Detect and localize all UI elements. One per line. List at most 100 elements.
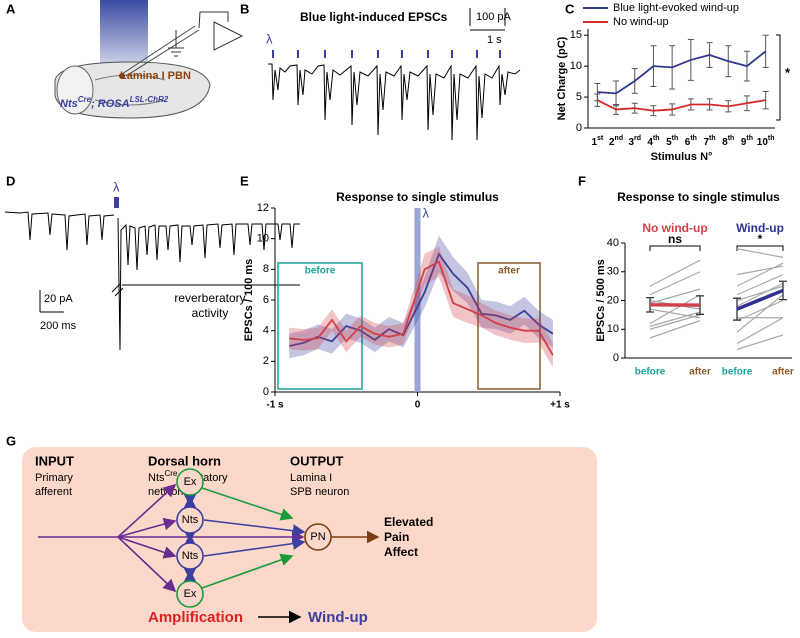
subject-line (649, 271, 701, 296)
y-tick-label: 2 (263, 355, 269, 367)
group-label: No wind-up (642, 221, 707, 235)
genotype-part: ; ROSA (91, 98, 130, 110)
category-suffix: th (746, 135, 753, 142)
subject-line (736, 248, 784, 258)
y-tick-label: 0 (576, 122, 582, 134)
x-tick-label: -1 s (266, 400, 284, 411)
x-tick-label: 7th (703, 135, 715, 148)
category-number: 9 (741, 137, 747, 148)
x-tick-label: after (689, 367, 711, 378)
x-tick-label: 6th (685, 135, 697, 148)
y-tick-label: 20 (607, 294, 619, 306)
column-title: INPUT (35, 453, 74, 468)
category-number: 6 (685, 137, 691, 148)
text-sup: Cre (165, 469, 178, 478)
y-tick-label: 8 (263, 263, 269, 275)
effect-label: Affect (384, 545, 418, 559)
category-number: 10 (757, 137, 769, 148)
category-suffix: st (597, 135, 604, 142)
panel-letter: A (6, 1, 16, 16)
y-tick-label: 15 (570, 29, 582, 41)
node-label: Ex (184, 588, 197, 600)
y-tick-label: 10 (570, 60, 582, 72)
error-band (289, 246, 553, 368)
genotype-sup: Cre (78, 95, 92, 104)
region-label: Lamina I PBN (120, 70, 191, 82)
node-label: Nts (182, 550, 199, 562)
current-trace (117, 217, 300, 351)
panel-letter: G (6, 433, 16, 448)
x-tick-label: 2nd (609, 135, 623, 148)
scale-label: 20 pA (44, 293, 73, 305)
x-tick-label: 4th (647, 135, 659, 148)
x-tick-label: 10th (757, 135, 775, 148)
column-title: Dorsal horn (148, 453, 221, 468)
subject-line (649, 294, 701, 325)
column-text: Primary (35, 472, 73, 484)
trace-title: Blue light-induced EPSCs (300, 10, 448, 24)
activity-label: reverberatory (174, 291, 245, 305)
column-text: Lamina I (290, 472, 332, 484)
stimulus-ticks (272, 50, 501, 58)
x-tick-label: +1 s (550, 400, 570, 411)
x-tick-label: after (772, 367, 794, 378)
significance-bracket (736, 245, 784, 251)
scale-label: 100 pA (476, 11, 512, 23)
subject-line (649, 311, 701, 327)
window-label: after (498, 266, 520, 277)
category-suffix: th (768, 135, 775, 142)
subject-line (649, 288, 701, 304)
column-title: OUTPUT (290, 453, 344, 468)
legend-label: No wind-up (613, 16, 669, 28)
effect-label: Pain (384, 530, 409, 544)
arrows (38, 483, 380, 624)
node-label: Nts (182, 514, 199, 526)
y-tick-label: 12 (257, 202, 269, 214)
stimulus-label: λ (113, 179, 120, 194)
y-tick-label: 0 (613, 352, 619, 364)
stimulus-bar (114, 197, 119, 208)
y-tick-label: 40 (607, 237, 619, 249)
y-axis-label: EPSCs / 100 ms (243, 259, 255, 342)
significance-label: * (785, 65, 791, 80)
series-line (596, 99, 766, 112)
scale-label: 1 s (487, 34, 502, 46)
subject-line (649, 259, 701, 287)
effect-label: Elevated (384, 515, 433, 529)
x-axis-label: Stimulus N° (651, 151, 713, 163)
chart-title: Response to single stimulus (336, 190, 499, 204)
significance-bracket (776, 34, 781, 121)
x-tick-label: 1st (591, 135, 603, 148)
genotype-part: Nts (60, 98, 78, 110)
subject-line (736, 317, 784, 345)
mean-line (736, 288, 784, 311)
nodes (176, 468, 332, 608)
window-label: before (305, 266, 336, 277)
subject-line (736, 285, 784, 302)
category-suffix: rd (634, 135, 641, 142)
x-tick-label: 0 (415, 400, 421, 411)
legend-label: Blue light-evoked wind-up (613, 2, 739, 14)
node-label: PN (310, 531, 325, 543)
panel-letter: F (578, 173, 586, 188)
column-text: afferent (35, 486, 72, 498)
y-axis-label: Net Charge (pC) (556, 36, 568, 120)
category-number: 2 (609, 137, 615, 148)
text-part: Nts (148, 472, 165, 484)
break-mark (111, 283, 124, 297)
stimulus-bar (414, 208, 421, 392)
category-number: 3 (628, 137, 634, 148)
scale-label: 200 ms (40, 320, 77, 332)
series-line (597, 50, 767, 95)
y-tick-label: 10 (257, 233, 269, 245)
current-trace (4, 211, 115, 251)
activity-label: activity (192, 306, 229, 320)
subject-line (736, 274, 784, 296)
category-suffix: th (709, 135, 716, 142)
panel-letter: B (240, 1, 249, 16)
current-trace (268, 63, 521, 141)
amplification-label: Amplification (148, 609, 243, 626)
panel-letter: E (240, 173, 249, 188)
subject-line (736, 334, 784, 350)
